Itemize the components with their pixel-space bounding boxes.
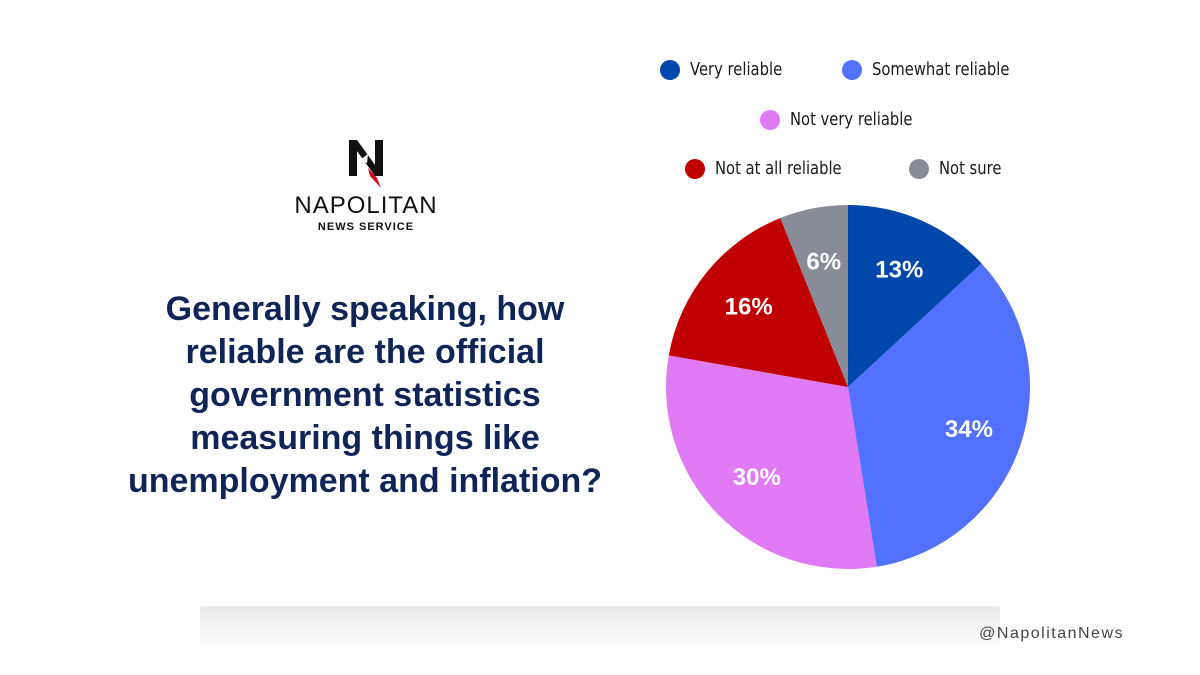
pie-data-label: 30% [733,464,781,491]
legend-swatch [684,158,705,179]
pie-slice-very-reliable [848,205,982,387]
napolitan-n-icon [349,140,383,188]
pie-data-label: 16% [725,293,773,320]
legend-swatch [660,59,680,80]
pie-chart: 13% 34% 30% 16% 6% [665,205,1030,569]
pie-slice-not-very-reliable [665,355,877,569]
legend-row-2: Not very reliable [630,109,1070,130]
pie-data-label: 6% [806,248,841,275]
survey-question: Generally speaking, how reliable are the… [127,290,603,500]
card-shadow [200,605,1000,650]
legend-row-3: Not at all reliable Not sure [630,158,1070,179]
pie-slice-not-at-all-reliable [668,218,848,387]
graphic-card: NAPOLITAN NEWS SERVICE Generally speakin… [127,59,1070,569]
legend-label: Somewhat reliable [872,59,1010,80]
brand-subtitle: NEWS SERVICE [317,221,415,233]
pie-slice-somewhat-reliable [848,263,1030,567]
legend-label: Very reliable [690,59,783,80]
legend-item-very-reliable: Very reliable [660,59,802,80]
legend-label: Not at all reliable [714,158,842,179]
social-handle: @NapolitanNews [979,625,1124,642]
legend-item-not-sure: Not sure [909,158,1015,179]
brand-name: NAPOLITAN [294,192,438,219]
legend-item-somewhat-reliable: Somewhat reliable [842,59,1040,80]
legend-label: Not sure [939,158,1002,179]
legend-swatch [842,59,863,80]
legend-swatch [760,109,781,130]
brand-logo: NAPOLITAN NEWS SERVICE [286,138,446,233]
pie-data-label: 13% [875,257,923,284]
pie-data-label: 34% [945,416,993,443]
legend-swatch [909,158,930,179]
legend-item-not-very-reliable: Not very reliable [760,109,939,130]
pie-slice-not-sure [780,205,848,387]
legend-label: Not very reliable [790,109,913,130]
legend-row-1: Very reliable Somewhat reliable [630,59,1070,80]
legend-item-not-at-all-reliable: Not at all reliable [684,158,869,179]
